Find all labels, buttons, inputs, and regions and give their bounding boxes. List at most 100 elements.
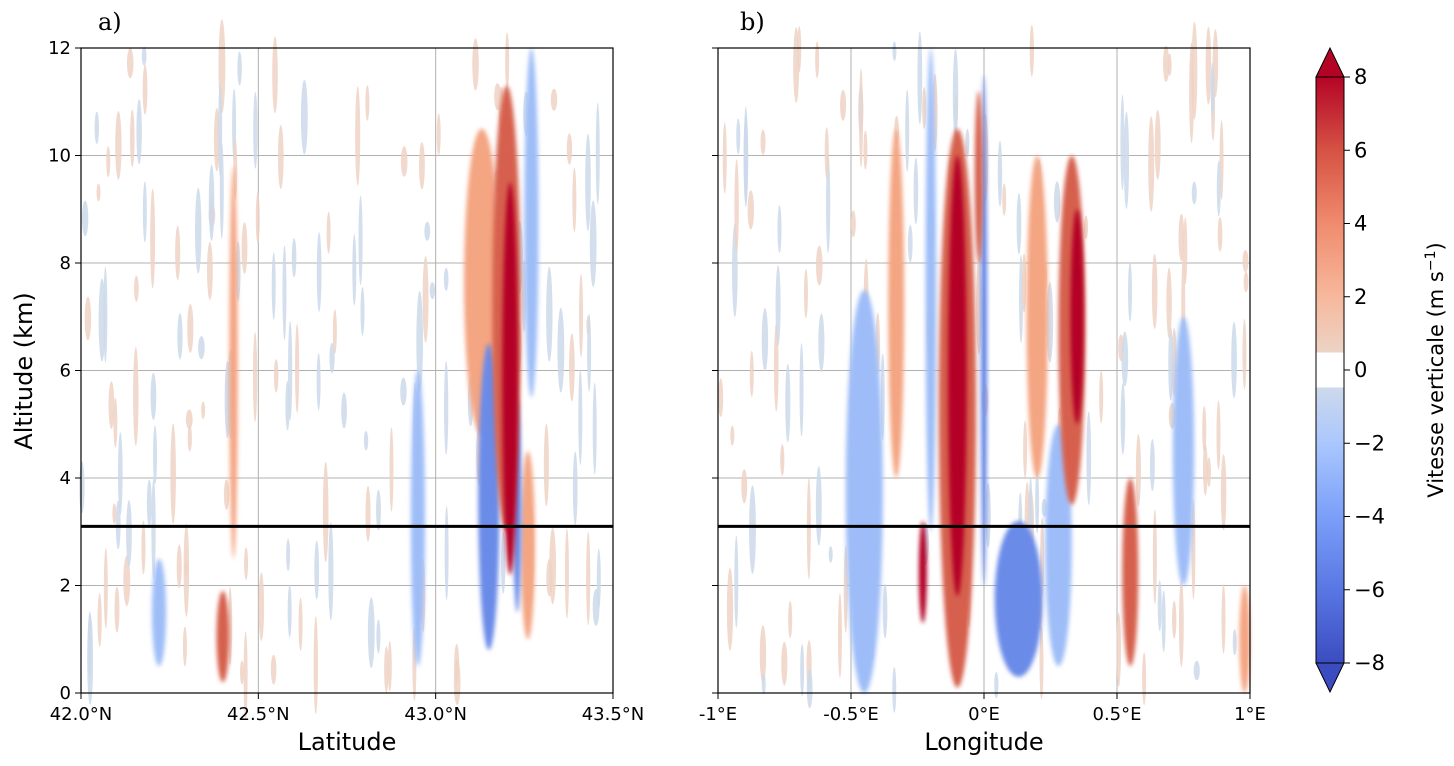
field-speckle <box>87 613 94 705</box>
field-speckle <box>922 87 927 129</box>
field-speckle <box>365 85 370 121</box>
field-speckle <box>1120 382 1126 455</box>
y-tick-label-2: 4 <box>60 468 71 489</box>
colorbar-tick-label-2: 4 <box>1354 212 1367 236</box>
field-speckle <box>730 425 735 446</box>
field-speckle <box>244 547 249 580</box>
field-speckle <box>1099 370 1104 424</box>
downdraft-cell-2 <box>524 48 539 398</box>
field-speckle <box>326 211 331 254</box>
field-speckle <box>176 544 182 589</box>
field-speckle <box>788 600 793 639</box>
field-speckle <box>736 118 741 155</box>
field-speckle <box>94 111 99 144</box>
downdraft-cell-7 <box>994 521 1043 677</box>
field-speckle <box>892 666 897 713</box>
field-speckle <box>115 111 122 180</box>
field-speckle <box>578 368 583 466</box>
field-speckle <box>170 423 176 524</box>
field-speckle <box>198 336 205 360</box>
field-speckle <box>1035 470 1040 534</box>
colorbar-label: Vitesse verticale (m s−1) <box>1423 242 1448 497</box>
field-speckle <box>150 188 156 289</box>
field-speckle <box>1086 411 1092 505</box>
field-speckle <box>142 64 148 115</box>
field-speckle <box>718 378 724 417</box>
updraft-cell-14 <box>918 521 927 624</box>
field-speckle <box>557 307 565 393</box>
field-speckle <box>1023 420 1028 479</box>
y-tick-label-6: 12 <box>48 38 71 59</box>
x-tick-label-0: -1°E <box>699 704 737 725</box>
field-speckle <box>741 469 748 504</box>
field-speckle <box>743 106 748 208</box>
field-speckle <box>1162 45 1170 83</box>
field-speckle <box>96 183 101 202</box>
field-speckle <box>985 482 991 548</box>
field-speckle <box>123 555 131 607</box>
field-speckle <box>270 654 277 685</box>
field-speckle <box>907 224 913 263</box>
field-speckle <box>187 303 194 353</box>
field-speckle <box>400 146 408 177</box>
field-speckle <box>1168 326 1174 401</box>
field-speckle <box>913 157 919 225</box>
field-speckle <box>271 252 276 320</box>
colorbar-tick-label-0: 8 <box>1354 65 1367 89</box>
field-speckle <box>1232 629 1237 656</box>
field-speckle <box>243 631 248 720</box>
downdraft-cell-6 <box>478 343 500 650</box>
field-speckle <box>1154 109 1161 180</box>
downdraft-cell-0 <box>845 289 883 693</box>
x-tick-label-0: 42.0°N <box>50 704 113 725</box>
y-tick-label-0: 0 <box>60 683 71 704</box>
field-speckle <box>1021 253 1027 313</box>
field-speckle <box>572 451 578 526</box>
panel-b: -1°E -0.5°E 0°E 0.5°E 1°E b) Longitude <box>699 8 1266 756</box>
field-speckle <box>976 256 982 355</box>
field-speckle <box>314 540 320 600</box>
field-speckle <box>806 477 811 580</box>
field-speckle <box>815 41 820 79</box>
field-speckle <box>777 205 782 254</box>
colorbar-extend-min <box>1315 662 1345 694</box>
colorbar-label-exponent: −1 <box>1423 251 1439 272</box>
field-speckle <box>997 140 1003 207</box>
colorbar-extend-max <box>1315 46 1345 78</box>
field-speckle <box>183 523 190 617</box>
field-speckle <box>1151 253 1158 329</box>
field-speckle <box>1016 193 1022 255</box>
colorbar: 8 6 4 2 0 −2 −4 −6 −8 Vitesse verticale (m s−1) <box>1315 46 1448 694</box>
field-speckle <box>177 313 183 360</box>
field-speckle <box>569 333 575 402</box>
field-speckle <box>905 89 910 173</box>
updraft-cell-12 <box>974 91 983 263</box>
field-speckle <box>759 625 767 684</box>
field-speckle <box>126 500 132 568</box>
field-speckle <box>175 225 181 280</box>
updraft-cell-5 <box>1026 155 1048 478</box>
field-speckle <box>237 51 242 86</box>
field-speckle <box>103 548 108 629</box>
field-speckle <box>952 48 959 141</box>
field-speckle <box>141 520 146 575</box>
field-speckle <box>114 586 120 633</box>
panel-a-ticks: 42.0°N 42.5°N 43.0°N 43.5°N 0 2 4 6 8 10 12 <box>48 38 644 725</box>
field-speckle <box>734 535 739 628</box>
field-speckle <box>153 425 158 485</box>
field-speckle <box>1053 181 1061 223</box>
field-speckle <box>97 593 102 647</box>
x-tick-label-3: 0.5°E <box>1093 704 1142 725</box>
field-speckle <box>1149 439 1155 492</box>
field-speckle <box>799 343 804 437</box>
colorbar-ticks: 8 6 4 2 0 −2 −4 −6 −8 <box>1344 65 1385 675</box>
field-speckle <box>444 506 449 601</box>
updraft-cell-6 <box>1239 585 1251 693</box>
field-speckle <box>880 353 885 441</box>
field-speckle <box>803 268 808 319</box>
field-speckle <box>726 567 734 651</box>
field-speckle <box>1120 94 1125 191</box>
field-speckle <box>444 360 449 455</box>
field-speckle <box>416 290 424 393</box>
field-speckle <box>436 113 441 156</box>
